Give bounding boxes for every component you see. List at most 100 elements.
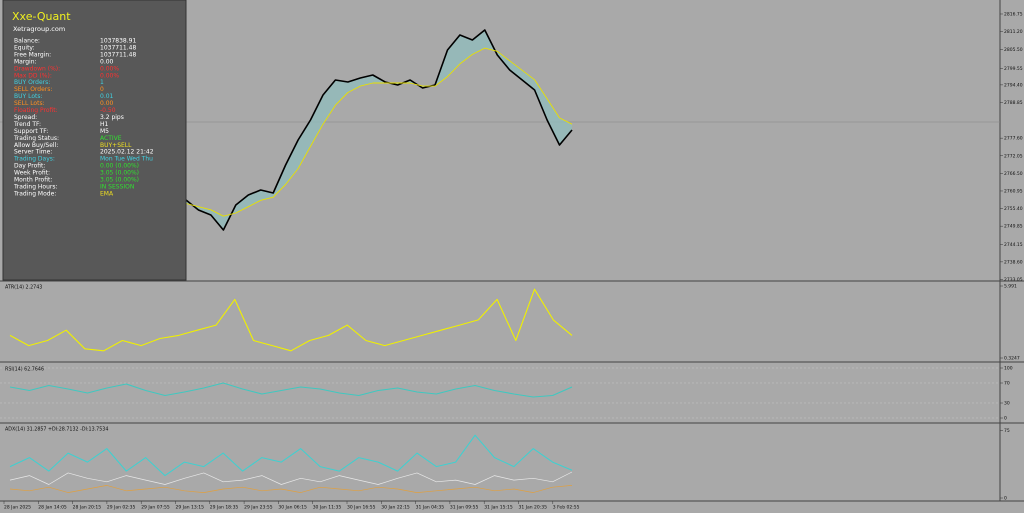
series-line [9, 434, 573, 477]
ema-cloud [186, 29, 572, 230]
row-label: BUY Lots: [14, 93, 43, 100]
row-value: 0.00% [100, 72, 119, 79]
time-label: 28 Jan 2025 [4, 505, 31, 511]
row-value: H1 [100, 121, 109, 128]
row-label: Week Profit: [14, 170, 50, 177]
panel-background [2, 0, 187, 281]
time-label: 30 Jan 16:55 [347, 505, 376, 511]
series-line [9, 288, 573, 352]
row-label: BUY Orders: [14, 79, 50, 86]
panel-subtitle: Xetragroup.com [13, 25, 65, 33]
y-tick-label: 2811.20 [1004, 29, 1023, 35]
row-label: Trading Status: [13, 135, 59, 142]
time-label: 29 Jan 23:55 [244, 505, 273, 511]
row-label: Support TF: [14, 128, 48, 135]
row-value: IN SESSION [100, 183, 134, 190]
y-tick-label: 2772.05 [1004, 153, 1023, 159]
series-line [9, 471, 573, 485]
y-tick-label: 100 [1004, 366, 1013, 372]
row-value: 0.00 [100, 58, 114, 65]
y-tick-label: 2760.95 [1004, 188, 1023, 194]
row-label: Server Time: [14, 149, 52, 156]
time-label: 31 Jan 20:35 [519, 505, 548, 511]
row-value: 3.05 (0.00%) [100, 177, 139, 184]
y-tick-label: 2794.40 [1004, 82, 1023, 88]
info-panel: Xxe-Quant Xetragroup.com Balance: 1037838.9… [2, 0, 187, 281]
row-value: 0 [100, 86, 104, 93]
row-label: Spread: [14, 114, 37, 121]
row-value: 0.00 (0.00%) [100, 163, 139, 170]
row-value: 1037711.48 [100, 44, 136, 51]
time-label: 29 Jan 02:35 [107, 505, 136, 511]
indicator-title: RSI(14) 62.7646 [5, 367, 44, 373]
row-label: Balance: [14, 38, 40, 45]
row-label: Free Margin: [14, 51, 51, 58]
y-tick-label: 2755.40 [1004, 206, 1023, 212]
row-label: Max DD (%): [14, 72, 52, 79]
row-label: Trading Mode: [13, 190, 56, 197]
row-label: Margin: [14, 58, 37, 65]
y-tick-label: 2749.85 [1004, 224, 1023, 230]
row-label: Month Profit: [14, 177, 52, 184]
y-tick-label: 30 [1004, 401, 1010, 407]
time-label: 3 Feb 02:55 [553, 505, 580, 511]
time-label: 28 Jan 14:05 [38, 505, 67, 511]
y-tick-label: 2738.60 [1004, 259, 1023, 265]
row-value: BUY+SELL [100, 142, 132, 149]
row-label: Day Profit: [14, 163, 45, 170]
row-label: Allow Buy/Sell: [14, 142, 58, 149]
indicator-title: ATR(14) 2.2743 [5, 285, 42, 291]
time-label: 30 Jan 11:35 [313, 505, 342, 511]
row-value: 1037711.48 [100, 51, 136, 58]
row-value: 3.2 pips [100, 114, 124, 121]
y-tick-label: 0 [1004, 416, 1007, 422]
y-tick-label: 2744.15 [1004, 242, 1023, 248]
series-line [9, 382, 573, 398]
time-label: 31 Jan 04:35 [416, 505, 445, 511]
y-tick-label: 2799.55 [1004, 66, 1023, 72]
row-value: ACTIVE [100, 135, 122, 142]
row-label: Equity: [14, 44, 35, 51]
row-label: SELL Lots: [14, 100, 45, 107]
row-value: -0.50 [100, 107, 116, 114]
row-label: Floating Profit: [14, 107, 58, 114]
series-line [9, 485, 573, 493]
y-tick-label: 75 [1004, 428, 1010, 434]
time-label: 30 Jan 22:15 [381, 505, 410, 511]
row-label: SELL Orders: [14, 86, 52, 93]
row-label: Trend TF: [13, 121, 41, 128]
y-tick-label: 2788.85 [1004, 100, 1023, 106]
row-value: 0.01 [100, 93, 114, 100]
series-line [185, 29, 573, 231]
time-label: 28 Jan 20:15 [73, 505, 102, 511]
y-tick-label: 2766.50 [1004, 171, 1023, 177]
row-value: M5 [100, 128, 109, 135]
row-value: 1 [100, 79, 104, 86]
time-label: 31 Jan 15:15 [484, 505, 513, 511]
time-label: 29 Jan 18:35 [210, 505, 239, 511]
panel-title: Xxe-Quant [12, 10, 71, 23]
row-value: 2025.02.12 21:42 [100, 149, 154, 156]
row-label: Drawdown (%): [14, 65, 60, 72]
time-label: 29 Jan 07:55 [141, 505, 170, 511]
time-label: 30 Jan 06:15 [278, 505, 307, 511]
time-label: 29 Jan 13:15 [176, 505, 205, 511]
y-tick-label: 5.991 [1004, 284, 1017, 290]
y-tick-label: 70 [1004, 381, 1010, 387]
row-value: 1037838.91 [100, 38, 136, 45]
row-label: Trading Hours: [13, 183, 58, 190]
row-value: EMA [100, 190, 114, 197]
row-value: 0.00% [100, 65, 119, 72]
series-line [185, 47, 573, 217]
y-tick-label: 2805.50 [1004, 47, 1023, 53]
row-value: 3.05 (0.00%) [100, 170, 139, 177]
row-label: Trading Days: [13, 156, 55, 163]
y-tick-label: 2733.05 [1004, 277, 1023, 283]
row-value: 0.00 [100, 100, 114, 107]
y-tick-label: 0.3247 [1004, 356, 1020, 362]
time-label: 31 Jan 09:55 [450, 505, 479, 511]
row-value: Mon Tue Wed Thu [100, 156, 153, 163]
indicator-title: ADX(14) 31.2857 +DI:28.7132 -DI:13.7534 [5, 427, 108, 433]
y-tick-label: 0 [1004, 496, 1007, 502]
